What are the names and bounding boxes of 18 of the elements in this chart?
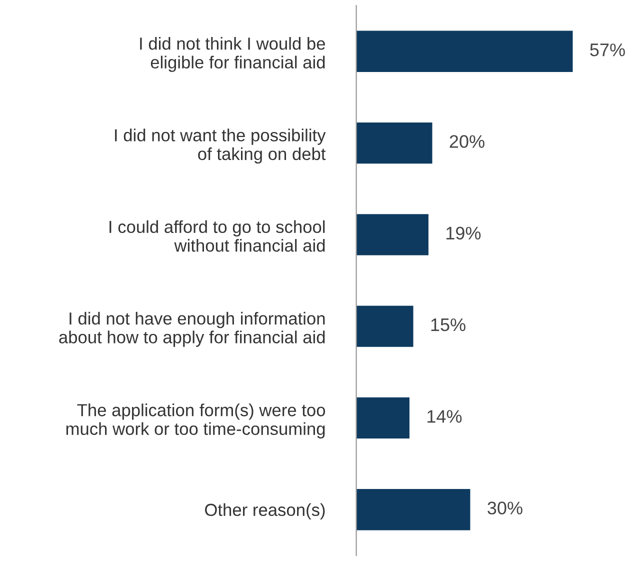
data-label: 15% (431, 318, 466, 332)
data-label: 19% (446, 226, 481, 240)
bar (356, 488, 470, 530)
y-tick-label: I did not think I would be eligible for financial aid (140, 37, 325, 72)
bar (356, 397, 410, 439)
data-label: 20% (450, 135, 484, 148)
y-tick-label: The application form(s) were too much work or too time-consuming (66, 404, 326, 438)
bar (356, 306, 414, 347)
data-label: 30% (488, 502, 522, 514)
y-tick-label: I did not have enough information about how to apply for financial aid (59, 312, 325, 347)
bar (356, 122, 432, 164)
y-tick-label: I could afford to go to school without financial aid (110, 220, 325, 252)
data-label: 57% (590, 44, 625, 56)
y-tick-label: I did not want the possibility of taking on debt (115, 128, 326, 164)
y-tick-label: Other reason(s) (205, 503, 325, 520)
bar (356, 214, 428, 256)
data-label: 14% (428, 410, 462, 423)
bar (356, 30, 573, 72)
